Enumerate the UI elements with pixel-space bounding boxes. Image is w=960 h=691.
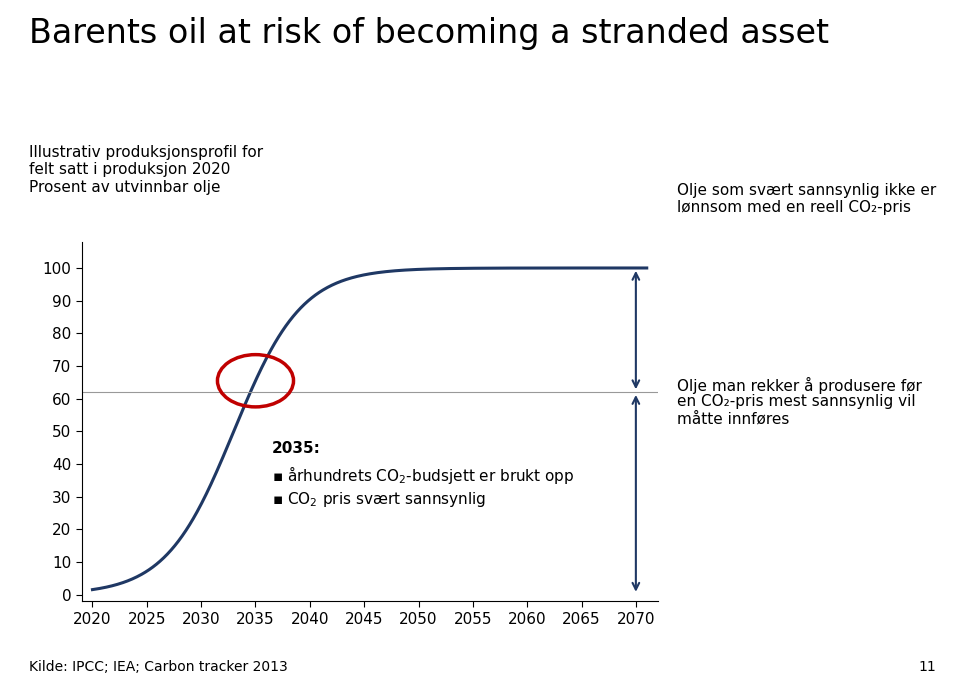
Text: 11: 11 — [919, 660, 936, 674]
Text: Prosent av utvinnbar olje: Prosent av utvinnbar olje — [29, 180, 220, 195]
Text: Kilde: IPCC; IEA; Carbon tracker 2013: Kilde: IPCC; IEA; Carbon tracker 2013 — [29, 660, 288, 674]
Text: måtte innføres: måtte innføres — [677, 411, 789, 426]
Text: felt satt i produksjon 2020: felt satt i produksjon 2020 — [29, 162, 230, 178]
Text: lønnsom med en reell CO₂-pris: lønnsom med en reell CO₂-pris — [677, 200, 911, 216]
Text: Illustrativ produksjonsprofil for: Illustrativ produksjonsprofil for — [29, 145, 263, 160]
Text: Olje som svært sannsynlig ikke er: Olje som svært sannsynlig ikke er — [677, 183, 936, 198]
Text: ▪ CO$_2$ pris svært sannsynlig: ▪ CO$_2$ pris svært sannsynlig — [272, 490, 486, 509]
Text: ▪ århundrets CO$_2$-budsjett er brukt opp: ▪ århundrets CO$_2$-budsjett er brukt op… — [272, 464, 574, 486]
Text: en CO₂-pris mest sannsynlig vil: en CO₂-pris mest sannsynlig vil — [677, 394, 916, 409]
Text: Olje man rekker å produsere før: Olje man rekker å produsere før — [677, 377, 922, 394]
Text: Barents oil at risk of becoming a stranded asset: Barents oil at risk of becoming a strand… — [29, 17, 828, 50]
Text: 2035:: 2035: — [272, 441, 321, 456]
